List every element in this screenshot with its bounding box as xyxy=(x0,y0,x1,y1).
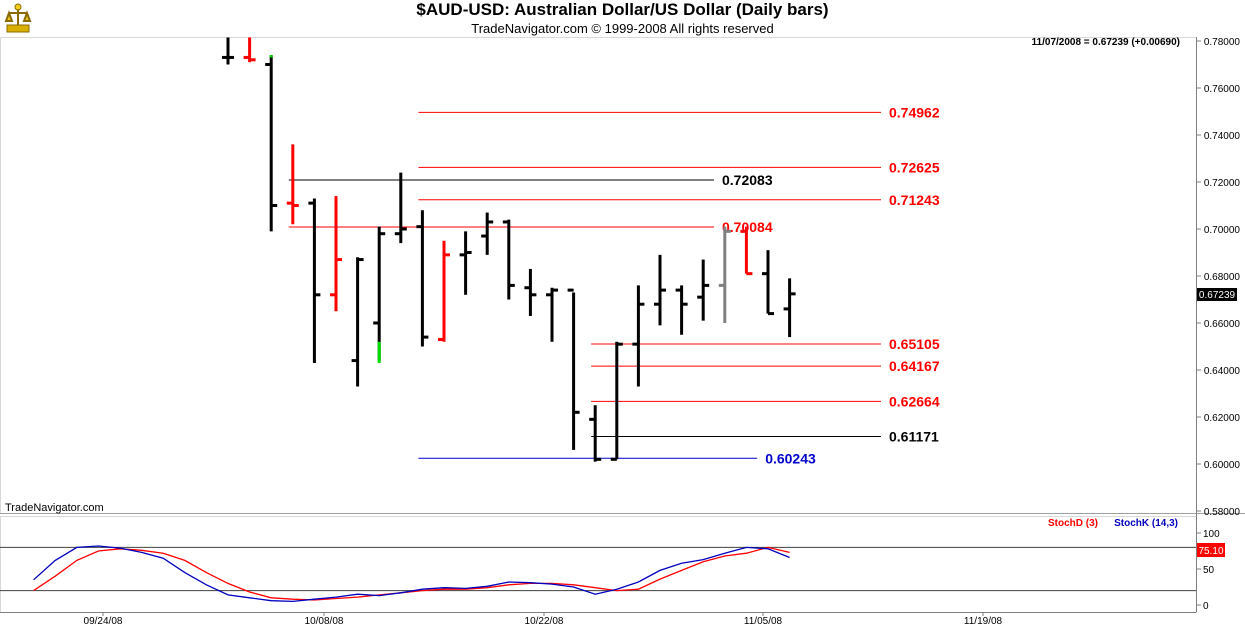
stoch-tick-label: 50 xyxy=(1203,565,1215,576)
last-price-label: 0.67239 xyxy=(1199,290,1236,301)
ohlc-bar xyxy=(654,254,666,326)
price-axis-ticks: 0.78000 0.76000 0.74000 0.72000 0.70000 0.680… xyxy=(1196,37,1240,518)
stochastic-panel: 100 50 0 xyxy=(0,529,1220,612)
ohlc-bar xyxy=(675,285,688,335)
price-tick-label: 0.60000 xyxy=(1204,460,1241,471)
stoch-tick-label: 0 xyxy=(1203,601,1209,612)
price-tick-label: 0.70000 xyxy=(1204,225,1241,236)
ohlc-bar xyxy=(524,268,537,316)
price-tick-label: 0.64000 xyxy=(1204,366,1241,377)
ohlc-bar xyxy=(783,278,796,338)
ohlc-bar xyxy=(502,219,515,300)
level-label: 0.71243 xyxy=(889,192,940,208)
ohlc-bar xyxy=(567,288,580,450)
price-tick-label: 0.58000 xyxy=(1204,507,1241,518)
ohlc-bar xyxy=(394,172,407,244)
date-tick-label: 09/24/08 xyxy=(84,616,123,627)
ohlc-bar xyxy=(330,196,342,312)
price-tick-label: 0.78000 xyxy=(1204,37,1241,48)
ohlc-bar xyxy=(351,257,364,387)
level-label: 0.60243 xyxy=(765,450,816,466)
price-tick-label: 0.62000 xyxy=(1204,413,1241,424)
ohlc-bar xyxy=(546,287,558,342)
quote-readout: 11/07/2008 = 0.67239 (+0.00690) xyxy=(1032,37,1180,48)
last-price-badge xyxy=(1197,288,1237,301)
stoch-series-line xyxy=(33,546,790,601)
ohlc-bar xyxy=(416,210,429,347)
stoch-last-label: 75.10 xyxy=(1198,546,1223,557)
ohlc-bar xyxy=(697,259,710,321)
date-tick-label: 10/22/08 xyxy=(525,616,564,627)
ohlc-bar xyxy=(243,37,256,63)
level-label: 0.72625 xyxy=(889,159,940,175)
ohlc-bar xyxy=(459,231,472,295)
ohlc-bar xyxy=(481,212,494,255)
stoch-series-line xyxy=(33,545,790,603)
ohlc-bar xyxy=(222,37,234,65)
level-label: 0.65105 xyxy=(889,336,940,352)
level-label: 0.62664 xyxy=(889,393,940,409)
ohlc-bar xyxy=(610,341,623,461)
level-label: 0.64167 xyxy=(889,358,940,374)
date-tick-label: 11/19/08 xyxy=(964,616,1003,627)
ohlc-bars xyxy=(222,37,796,462)
price-tick-label: 0.72000 xyxy=(1204,178,1241,189)
price-tick-label: 0.76000 xyxy=(1204,84,1241,95)
price-tick-label: 0.68000 xyxy=(1204,272,1241,283)
stoch-panel-frame xyxy=(0,516,1197,613)
fibonacci-levels: 0.749620.726250.720830.712430.700840.651… xyxy=(288,104,940,466)
legend-stoch-k: StochK (14,3) xyxy=(1114,518,1178,529)
price-tick-label: 0.74000 xyxy=(1204,131,1241,142)
watermark-text: TradeNavigator.com xyxy=(5,502,104,514)
tradenavigator-logo-icon xyxy=(3,3,33,35)
level-label: 0.61171 xyxy=(889,428,939,444)
date-tick-label: 11/05/08 xyxy=(744,616,783,627)
date-axis-ticks: 09/24/08 10/08/08 10/22/08 11/05/08 11/19/08 xyxy=(84,612,1003,627)
level-label: 0.72083 xyxy=(722,172,773,188)
chart-title: $AUD-USD: Australian Dollar/US Dollar (D… xyxy=(416,0,829,19)
ohlc-bar xyxy=(286,144,299,225)
ohlc-bar xyxy=(718,226,731,323)
chart-subtitle: TradeNavigator.com © 1999-2008 All right… xyxy=(471,21,774,36)
ohlc-bar xyxy=(308,198,321,363)
price-tick-label: 0.66000 xyxy=(1204,319,1241,330)
ohlc-bar xyxy=(632,285,645,387)
legend-stoch-d: StochD (3) xyxy=(1048,518,1098,529)
ohlc-bar xyxy=(762,250,774,316)
price-panel-frame xyxy=(0,37,1197,514)
level-label: 0.74962 xyxy=(889,104,940,120)
date-tick-label: 10/08/08 xyxy=(305,616,344,627)
ohlc-bar xyxy=(438,240,450,342)
ohlc-bar xyxy=(740,226,753,276)
ohlc-bar xyxy=(265,55,278,232)
stoch-last-badge xyxy=(1197,543,1225,557)
stoch-tick-label: 100 xyxy=(1203,529,1220,540)
ohlc-bar xyxy=(373,226,386,361)
ohlc-bar xyxy=(589,405,602,462)
